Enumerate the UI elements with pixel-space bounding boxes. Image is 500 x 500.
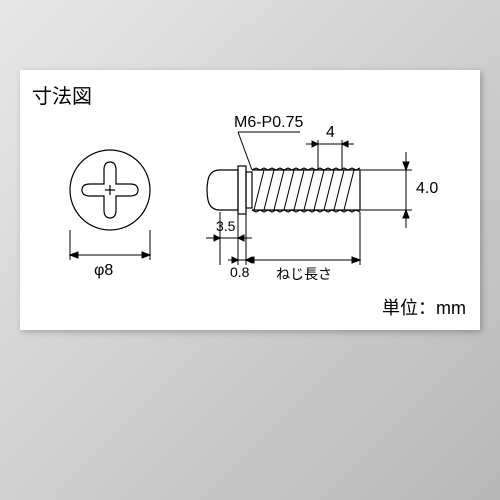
dim-head-diameter <box>70 230 150 260</box>
drawing-card: 寸法図 <box>20 70 480 330</box>
dim-thread-spec <box>238 132 300 170</box>
label-dim-4-0: 4.0 <box>416 180 438 198</box>
label-thread-length: ねじ長さ <box>276 264 332 284</box>
label-thread-spec: M6-P0.75 <box>234 114 303 132</box>
label-dim-0-8: 0.8 <box>230 264 249 280</box>
label-dim-3-5: 3.5 <box>216 218 235 234</box>
unit-label: 単位：mm <box>382 294 466 320</box>
dim-4-0 <box>360 152 412 228</box>
label-dim-4: 4 <box>326 124 335 142</box>
dimension-drawing <box>20 70 480 330</box>
screw-side <box>207 166 360 214</box>
label-head-diameter: φ8 <box>94 262 113 280</box>
dim-4 <box>306 140 354 170</box>
screw-head-front <box>70 150 150 230</box>
